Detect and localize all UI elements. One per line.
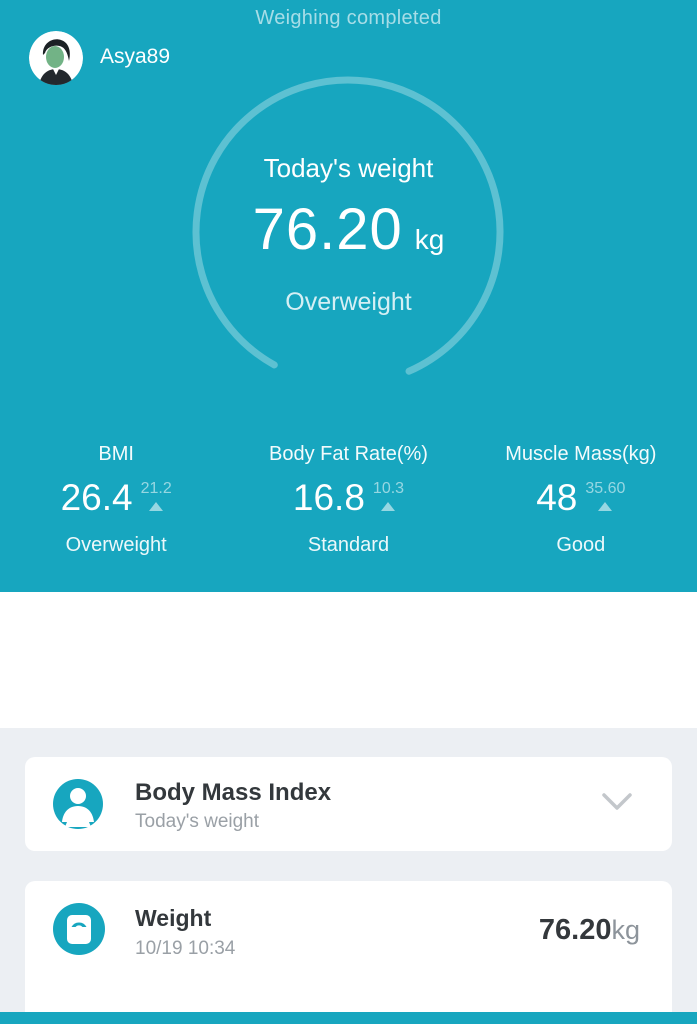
stat-status: Overweight — [65, 534, 167, 556]
stat-delta: 35.60 — [585, 480, 625, 511]
gauge-value-row: 76.20 kg — [0, 196, 697, 263]
delta-value: 21.2 — [140, 480, 172, 497]
stat-bmi: BMI 26.4 21.2 Overweight — [0, 443, 232, 557]
chevron-down-icon[interactable] — [600, 791, 634, 818]
weight-value: 76.20 — [252, 197, 403, 262]
weight-row-title: Weight — [135, 905, 212, 931]
stat-delta: 10.3 — [373, 480, 404, 511]
trend-up-icon — [598, 502, 613, 511]
weight-unit-label: kg — [611, 915, 640, 945]
bmi-card-title: Body Mass Index — [135, 779, 332, 806]
stat-delta: 21.2 — [141, 480, 172, 511]
stat-status: Standard — [307, 534, 390, 556]
scale-icon — [53, 903, 105, 960]
delta-value: 35.60 — [585, 480, 626, 497]
weight-unit: kg — [414, 224, 445, 255]
unallocated-measurement-banner[interactable]: There is a weight measurement that has n… — [0, 592, 697, 728]
bottom-accent-bar — [0, 1012, 697, 1024]
weight-row-timestamp: 10/19 10:34 — [135, 938, 236, 959]
stat-muscle-mass: Muscle Mass(kg) 48 35.60 Good — [465, 443, 697, 557]
stat-label: BMI — [98, 443, 134, 465]
stat-label: Muscle Mass(kg) — [505, 443, 657, 465]
trend-up-icon — [149, 502, 164, 511]
gauge-status: Overweight — [285, 288, 412, 316]
stat-body-fat: Body Fat Rate(%) 16.8 10.3 Standard — [232, 443, 464, 557]
stat-value: 48 — [536, 477, 578, 518]
body-silhouette-icon — [53, 779, 103, 834]
weight-number: 76.20 — [538, 914, 612, 946]
delta-value: 10.3 — [372, 480, 405, 497]
stat-value: 16.8 — [292, 477, 365, 518]
gauge-label: Today's weight — [263, 153, 434, 183]
stat-label: Body Fat Rate(%) — [269, 443, 428, 465]
weight-row-value: 76.20kg — [539, 914, 640, 947]
stat-value: 26.4 — [60, 477, 133, 518]
gauge-arc — [192, 76, 504, 388]
avatar-image — [29, 31, 83, 85]
weight-entry-card[interactable]: Weight 10/19 10:34 76.20kg — [25, 881, 672, 1024]
stat-status: Good — [556, 534, 606, 556]
hero-section: Weighing completed Asya89 Today's weight… — [0, 0, 697, 592]
trend-up-icon — [381, 502, 396, 511]
page-title: Weighing completed — [255, 7, 442, 29]
bmi-card-subtitle: Today's weight — [135, 811, 260, 832]
bmi-card[interactable]: Body Mass Index Today's weight — [25, 757, 672, 851]
username[interactable]: Asya89 — [100, 45, 171, 68]
avatar[interactable] — [29, 31, 83, 85]
stats-row: BMI 26.4 21.2 Overweight Body Fat Rate(%… — [0, 443, 697, 557]
